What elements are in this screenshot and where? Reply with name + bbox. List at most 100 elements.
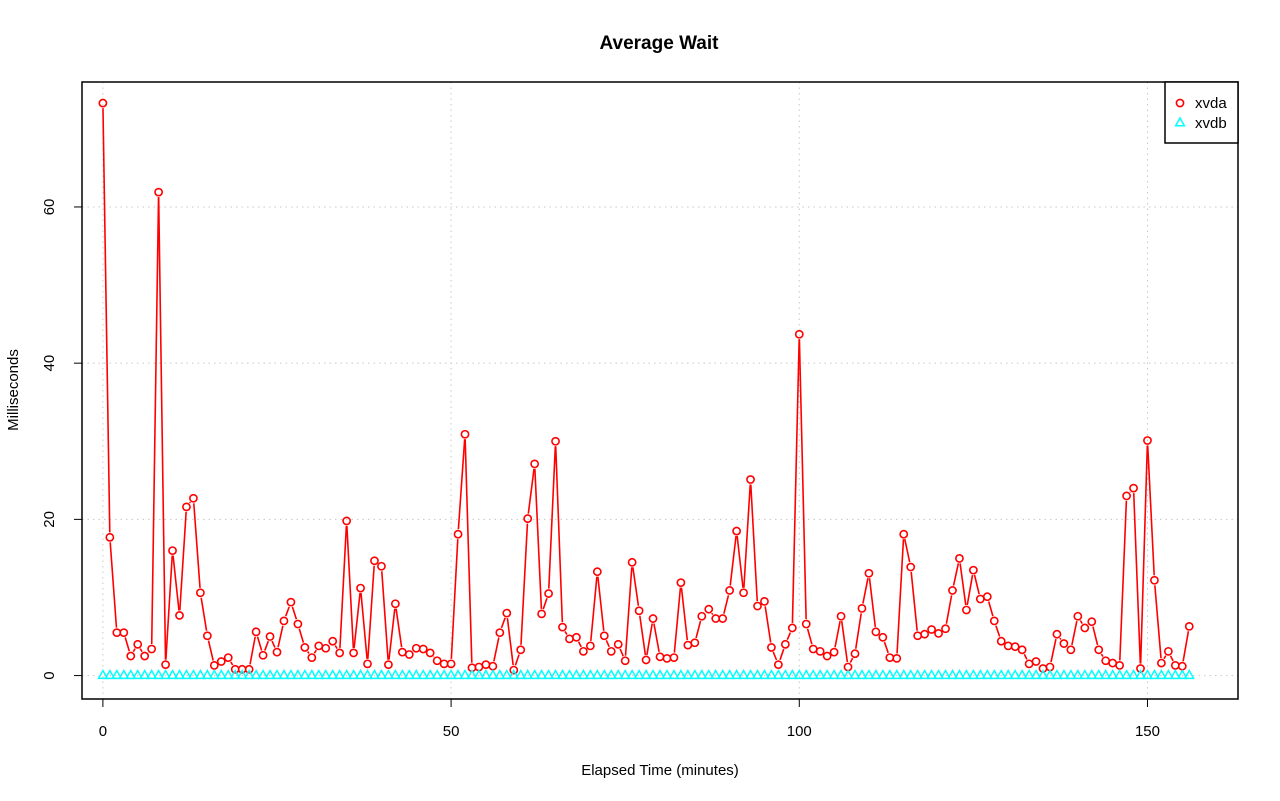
data-point — [551, 436, 560, 446]
series-line-segment — [564, 631, 568, 635]
series-line-segment — [711, 612, 714, 616]
data-point — [1052, 629, 1062, 639]
data-point — [111, 669, 123, 680]
data-point — [1031, 657, 1041, 666]
series-line-segment — [109, 542, 118, 628]
data-point — [563, 669, 576, 680]
data-point — [871, 627, 881, 637]
data-point — [864, 568, 874, 578]
data-point — [161, 660, 170, 670]
data-point — [773, 660, 783, 670]
data-point — [641, 655, 651, 665]
series-line-segment — [903, 538, 911, 563]
data-point — [807, 669, 819, 680]
series-line-segment — [1139, 445, 1149, 664]
data-point — [982, 592, 992, 602]
x-tick-label: 0 — [99, 723, 107, 740]
data-point — [182, 502, 191, 512]
data-point — [243, 669, 255, 680]
data-point — [250, 669, 262, 680]
series-line-segment — [959, 563, 967, 606]
data-point — [223, 653, 233, 663]
data-point — [857, 604, 867, 613]
data-point — [327, 669, 339, 680]
data-point — [570, 669, 583, 680]
data-point — [509, 665, 519, 675]
data-point — [989, 616, 999, 626]
data-point — [439, 659, 449, 669]
data-point — [299, 669, 311, 680]
data-point — [347, 669, 360, 680]
series-line-segment — [695, 620, 702, 639]
data-point — [340, 669, 353, 680]
data-point — [1108, 658, 1118, 668]
data-point — [939, 669, 952, 680]
data-point — [251, 627, 261, 637]
data-point — [1169, 669, 1181, 680]
series-line-segment — [1146, 445, 1155, 576]
data-point — [390, 599, 400, 609]
data-point — [377, 561, 386, 571]
data-point — [1177, 661, 1187, 671]
series-xvdb — [97, 669, 1195, 680]
data-point — [328, 636, 338, 646]
data-point — [168, 546, 177, 556]
series-line-segment — [264, 640, 270, 651]
data-point — [696, 669, 708, 680]
series-line-segment — [1050, 638, 1057, 663]
data-point — [118, 669, 130, 680]
data-point — [1101, 656, 1111, 666]
data-point — [633, 669, 645, 680]
data-point — [654, 669, 666, 680]
series-line-segment — [1119, 500, 1128, 661]
series-line-segment — [966, 574, 974, 606]
data-point — [758, 669, 771, 680]
data-point — [669, 653, 679, 663]
series-line-segment — [132, 648, 136, 653]
series-line-segment — [548, 446, 557, 589]
data-point — [814, 669, 826, 680]
data-point — [516, 645, 526, 655]
data-point — [558, 622, 567, 632]
series-line-segment — [464, 439, 473, 663]
data-point — [1024, 659, 1034, 669]
data-point — [1122, 491, 1131, 501]
data-point — [1176, 669, 1188, 680]
series-line-segment — [786, 632, 792, 641]
series-line-segment — [862, 578, 869, 604]
data-point — [194, 669, 207, 680]
data-point — [1136, 664, 1145, 673]
data-point — [856, 669, 868, 680]
data-point — [97, 669, 109, 680]
data-point — [1127, 669, 1140, 680]
series-line-segment — [868, 578, 877, 627]
data-point — [146, 669, 158, 680]
series-line-segment — [750, 484, 759, 602]
data-point — [425, 648, 435, 658]
series-line-segment — [632, 567, 640, 606]
series-line-segment — [192, 503, 201, 588]
y-tick-label: 0 — [41, 671, 58, 679]
data-point — [1009, 669, 1021, 680]
series-line-segment — [542, 598, 548, 610]
series-line-segment — [506, 617, 514, 666]
data-point — [967, 669, 980, 680]
data-point — [1129, 483, 1138, 493]
data-point — [1162, 669, 1174, 680]
series-line-segment — [680, 587, 689, 641]
data-point — [1120, 669, 1133, 680]
data-point — [460, 429, 470, 439]
series-line-segment — [834, 620, 841, 648]
data-point — [960, 669, 973, 680]
series-line-segment — [779, 648, 785, 661]
data-point — [592, 567, 602, 577]
data-point — [411, 643, 421, 653]
data-point — [1113, 669, 1126, 680]
series-line-segment — [367, 565, 375, 659]
data-point — [229, 669, 241, 680]
data-point — [647, 669, 659, 680]
series-line-segment — [172, 555, 180, 611]
data-point — [821, 669, 833, 680]
series-line-segment — [945, 595, 953, 624]
data-point — [209, 661, 219, 670]
